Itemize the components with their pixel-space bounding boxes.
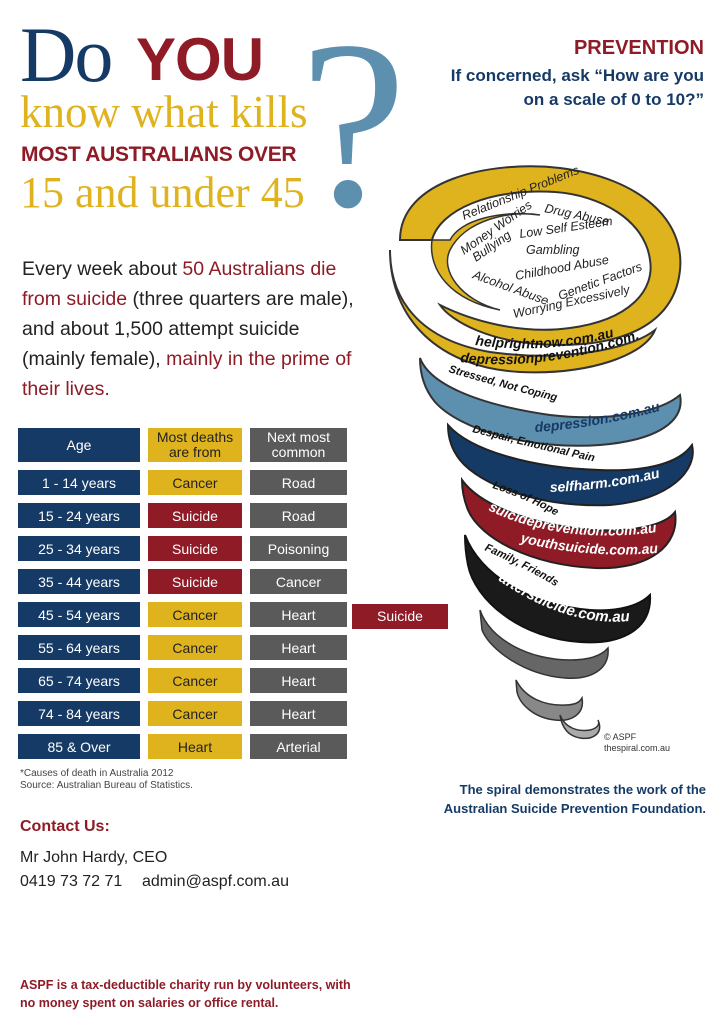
age-cell: 65 - 74 years [18,668,140,693]
most-deaths-cell: Heart [148,734,242,759]
table-row: 25 - 34 years Suicide Poisoning [18,536,347,561]
intro-highlight: 50 Australians die from suicide [22,258,337,310]
spiral-band-maroon [460,476,677,570]
age-cell: 1 - 14 years [18,470,140,495]
copyright-url: thespiral.com.au [604,743,671,753]
next-most-cell: Heart [250,602,347,627]
table-row: 45 - 54 years Cancer Heart [18,602,347,627]
next-most-cell: Arterial [250,734,347,759]
copyright-line: © ASPF [604,732,637,742]
table-notes: *Causes of death in Australia 2012 Sourc… [20,768,193,792]
spiral-band-steel [419,357,682,447]
prevention-question: If concerned, ask “How are you on a scal… [450,66,704,109]
most-deaths-cell: Cancer [148,470,242,495]
spiral-band-grey-2 [515,679,584,722]
age-cell: 55 - 64 years [18,635,140,660]
next-most-cell: Cancer [250,569,347,594]
title-age-range: 15 and under 45 [20,168,305,217]
factor-text: Gambling [526,243,580,257]
table-note: *Causes of death in Australia 2012 [20,768,174,779]
table-row: 35 - 44 years Suicide Cancer [18,569,347,594]
next-most-cell: Road [250,503,347,528]
next-most-cell: Heart [250,701,347,726]
age-cell: 74 - 84 years [18,701,140,726]
title-know: know what kills [20,87,308,137]
title-most: MOST AUSTRALIANS OVER [21,143,297,166]
table-row: 65 - 74 years Cancer Heart [18,668,347,693]
table-row: 55 - 64 years Cancer Heart [18,635,347,660]
spiral-band-grey-3 [559,714,601,740]
next-most-cell: Road [250,470,347,495]
age-cell: 85 & Over [18,734,140,759]
table-header-row: Age Most deaths are from Next most commo… [18,428,347,462]
header-most-deaths: Most deaths are from [148,428,242,462]
age-cell: 15 - 24 years [18,503,140,528]
spiral-band-black [464,534,652,644]
table-row: 1 - 14 years Cancer Road [18,470,347,495]
copyright: © ASPF thespiral.com.au [604,732,670,754]
charity-statement: ASPF is a tax-deductible charity run by … [20,978,351,1010]
intro-text: (three quarters are male), and about 1,5… [22,288,354,370]
most-deaths-cell: Suicide [148,503,242,528]
contact-title: Contact Us: [20,818,110,835]
causes-of-death-table: Age Most deaths are from Next most commo… [10,420,355,767]
next-most-cell: Heart [250,635,347,660]
question-mark-icon: ? [300,0,407,257]
most-deaths-cell: Cancer [148,635,242,660]
spiral-inner-coil [430,212,541,311]
title-do: Do [20,11,113,98]
intro-text: Every week about [22,258,183,280]
extra-suicide-cell: Suicide [352,604,448,629]
spiral-band-yellow-tail [389,249,658,374]
age-cell: 35 - 44 years [18,569,140,594]
age-cell: 25 - 34 years [18,536,140,561]
header-age: Age [18,428,140,462]
spiral-band-yellow [398,165,682,347]
spiral-band-grey-1 [479,609,609,679]
contact-phone: 0419 73 72 71 [20,873,123,890]
next-most-cell: Poisoning [250,536,347,561]
table-row: 15 - 24 years Suicide Road [18,503,347,528]
contact-name: Mr John Hardy, CEO [20,849,168,866]
most-deaths-cell: Suicide [148,536,242,561]
most-deaths-cell: Cancer [148,668,242,693]
table-row: 85 & Over Heart Arterial [18,734,347,759]
prevention-title: PREVENTION [573,37,704,59]
spiral-band-navy [446,422,694,507]
spiral-caption: The spiral demonstrates the work of the … [443,782,706,816]
table-source: Source: Australian Bureau of Statistics. [20,780,193,791]
age-cell: 45 - 54 years [18,602,140,627]
intro-paragraph: Every week about 50 Australians die from… [22,254,362,404]
most-deaths-cell: Suicide [148,569,242,594]
contact-email[interactable]: admin@aspf.com.au [142,873,289,890]
most-deaths-cell: Cancer [148,701,242,726]
header-next-most: Next most common [250,428,347,462]
table-row: 74 - 84 years Cancer Heart [18,701,347,726]
most-deaths-cell: Cancer [148,602,242,627]
title-you: YOU [136,26,264,93]
spiral-graphic: Relationship Problems Money Worries Drug… [380,140,694,740]
intro-highlight: mainly in the prime of their lives. [22,348,352,400]
next-most-cell: Heart [250,668,347,693]
